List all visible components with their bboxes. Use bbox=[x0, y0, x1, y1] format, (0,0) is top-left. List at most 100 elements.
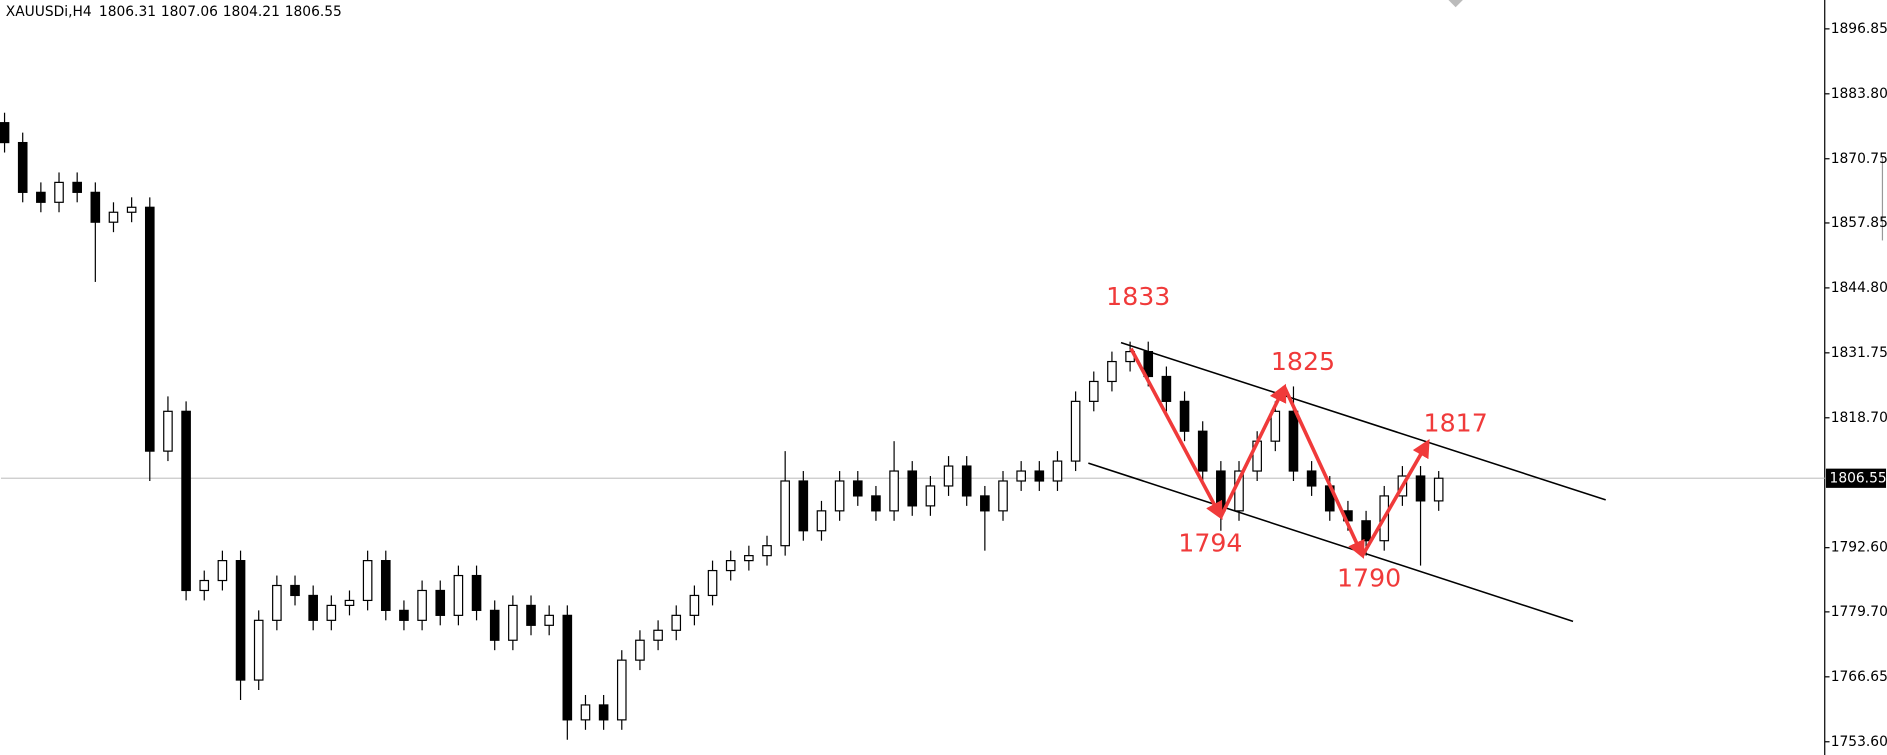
candle-body bbox=[598, 704, 609, 721]
candle-body bbox=[744, 555, 754, 562]
y-tick-label: 1766.65 bbox=[1831, 669, 1887, 685]
candle-body bbox=[235, 560, 246, 681]
shift-marker bbox=[1448, 0, 1463, 8]
candle-body bbox=[508, 604, 518, 641]
current-price-label: 1806.55 bbox=[1830, 470, 1887, 486]
candle-body bbox=[562, 614, 573, 721]
y-tick-label: 1779.70 bbox=[1831, 604, 1887, 620]
candle-body bbox=[163, 410, 173, 452]
candle-body bbox=[780, 480, 790, 547]
candle-body bbox=[54, 181, 64, 203]
trend-line bbox=[1120, 341, 1606, 501]
candle-body bbox=[544, 614, 554, 626]
candle-body bbox=[72, 181, 82, 193]
candle-body bbox=[253, 619, 264, 681]
y-tick-label: 1896.85 bbox=[1831, 21, 1887, 37]
candle-body bbox=[435, 589, 446, 616]
candle-body bbox=[762, 545, 772, 557]
candle-body bbox=[417, 589, 427, 621]
symbol-header: XAUUSDi,H4 1806.31 1807.06 1804.21 1806.55 bbox=[6, 4, 342, 20]
y-tick-label: 1831.75 bbox=[1831, 345, 1887, 361]
symbol: XAUUSDi,H4 bbox=[6, 4, 92, 20]
candle-body bbox=[199, 579, 210, 592]
y-tick-label: 1844.80 bbox=[1831, 280, 1887, 296]
candle-body bbox=[725, 560, 736, 572]
candle-body bbox=[980, 495, 990, 512]
candle-body bbox=[580, 704, 591, 721]
current-price-box bbox=[1825, 468, 1887, 488]
candle-body bbox=[526, 604, 536, 626]
candle-body bbox=[707, 569, 718, 597]
candle-body bbox=[1361, 520, 1371, 542]
candle-body bbox=[90, 191, 101, 223]
candle-body bbox=[998, 480, 1008, 512]
arrow bbox=[1360, 439, 1430, 557]
y-tick-label: 1818.70 bbox=[1831, 410, 1887, 426]
candle-body bbox=[671, 614, 682, 631]
y-tick-label: 1753.60 bbox=[1831, 734, 1887, 750]
candle-body bbox=[17, 141, 28, 193]
candle-body bbox=[834, 480, 845, 512]
candle-body bbox=[1433, 477, 1444, 502]
candle-body bbox=[1107, 360, 1117, 383]
candle-body bbox=[380, 560, 391, 611]
candle-body bbox=[635, 639, 645, 661]
candle-body bbox=[326, 604, 337, 621]
y-tick-label: 1857.85 bbox=[1831, 215, 1887, 231]
annotation: 1825 bbox=[1271, 347, 1335, 376]
y-tick-label: 1792.60 bbox=[1831, 540, 1887, 556]
candle-body bbox=[108, 211, 119, 223]
candle-body bbox=[852, 480, 863, 497]
candle-body bbox=[889, 470, 899, 512]
candle-body bbox=[36, 191, 46, 203]
arrow bbox=[1219, 383, 1287, 518]
candle-body bbox=[961, 465, 972, 497]
y-tick-label: 1870.75 bbox=[1831, 151, 1887, 167]
candle-body bbox=[399, 609, 409, 621]
candle-body bbox=[1070, 400, 1081, 462]
arrow bbox=[1129, 347, 1223, 521]
trend-line bbox=[1088, 462, 1574, 623]
candle-body bbox=[816, 510, 827, 532]
candle-body bbox=[1197, 430, 1208, 472]
candle-body bbox=[907, 470, 918, 507]
candle-body bbox=[1306, 470, 1317, 487]
arrow bbox=[1282, 386, 1365, 559]
candle-body bbox=[290, 584, 300, 597]
annotation: 1817 bbox=[1424, 408, 1488, 437]
candle-body bbox=[344, 599, 355, 607]
candle-body bbox=[471, 574, 482, 611]
candle-body bbox=[943, 465, 954, 487]
candle-body bbox=[489, 609, 500, 641]
candle-body bbox=[798, 480, 809, 532]
candle-body bbox=[362, 560, 373, 602]
y-tick-label: 1883.80 bbox=[1831, 86, 1887, 102]
ohlc-low: 1804.21 bbox=[223, 4, 280, 20]
candle-body bbox=[689, 594, 700, 616]
candle-body bbox=[1179, 400, 1190, 432]
candle-body bbox=[1288, 410, 1299, 472]
candle-body bbox=[272, 584, 282, 621]
candle-body bbox=[217, 560, 228, 582]
candle-body bbox=[181, 410, 191, 592]
annotation: 1794 bbox=[1178, 529, 1242, 558]
ohlc-close: 1806.55 bbox=[285, 4, 342, 20]
candle-body bbox=[144, 206, 155, 452]
annotation: 1790 bbox=[1337, 563, 1401, 592]
candle-body bbox=[871, 495, 881, 512]
candle-body bbox=[1161, 375, 1172, 402]
candle-body bbox=[1034, 470, 1045, 482]
annotation: 1833 bbox=[1106, 282, 1170, 311]
candle-body bbox=[653, 629, 663, 641]
candle-body bbox=[0, 122, 10, 144]
candle-body bbox=[925, 485, 936, 507]
candle-body bbox=[126, 206, 137, 213]
candle-body bbox=[453, 574, 464, 616]
candle-body bbox=[1016, 470, 1026, 482]
ohlc-high: 1807.06 bbox=[161, 4, 218, 20]
candle-body bbox=[1270, 410, 1281, 442]
candle-body bbox=[616, 659, 627, 721]
candle-body bbox=[1088, 380, 1099, 402]
